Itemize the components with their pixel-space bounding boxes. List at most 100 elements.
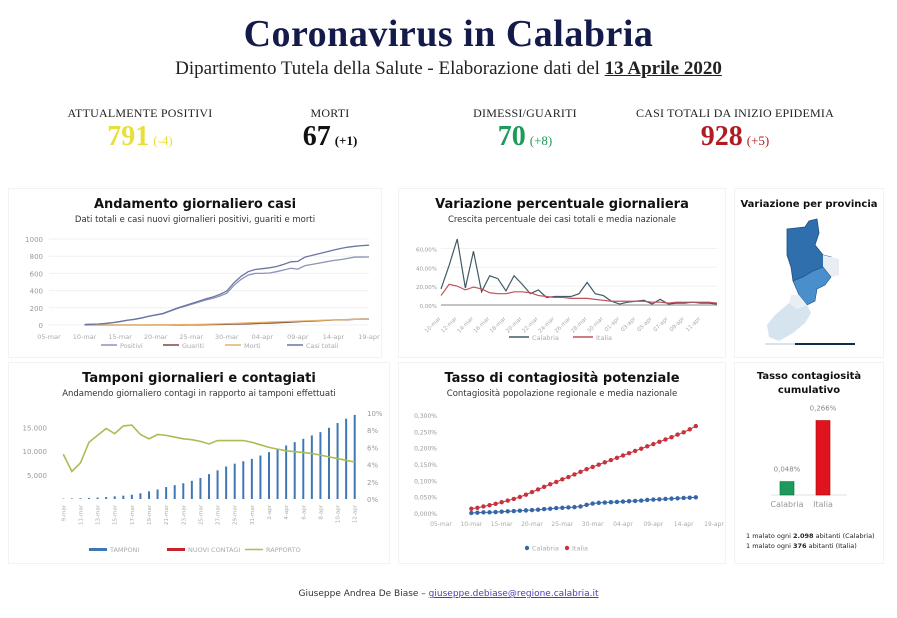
- point-calabria: [693, 495, 698, 500]
- map-title: Variazione per provincia: [740, 199, 878, 210]
- bar-tamponi: [328, 427, 330, 499]
- y-right-tick-label: 0%: [367, 496, 378, 504]
- x-tick-label: 15-mar: [491, 521, 513, 528]
- y-tick-label: 40,00%: [416, 266, 437, 272]
- x-tick-label: 09-apr: [643, 521, 663, 528]
- point-calabria: [523, 508, 529, 513]
- point-calabria: [687, 495, 692, 500]
- province-vibo: [789, 295, 807, 309]
- chart-title: Andamento giornaliero casi: [93, 197, 297, 212]
- x-tick-label: 10-mar: [73, 333, 97, 341]
- y-tick-label: 0,200%: [414, 446, 437, 453]
- x-tick-label: 03-apr: [620, 316, 638, 334]
- legend-label: Morti: [244, 342, 261, 350]
- note-calabria: 1 malato ogni 2.098 abitanti (Calabria): [746, 532, 875, 540]
- x-tick-label: 19-apr: [704, 521, 724, 528]
- page-title: Coronavirus in Calabria: [243, 13, 654, 55]
- y-left-tick-label: 15.000: [23, 424, 48, 432]
- bar-tamponi: [242, 461, 245, 499]
- kpi-value: 67: [302, 121, 331, 152]
- panel-tasso-contagiosita: Tasso di contagiosità potenziale Contagi…: [398, 362, 726, 564]
- calabria-map: [765, 218, 855, 345]
- point-calabria: [681, 495, 686, 501]
- bar-tamponi: [130, 494, 133, 499]
- x-tick-label: 20-mar: [144, 333, 168, 341]
- point-italia: [499, 500, 504, 505]
- series-line-italia: [440, 283, 718, 304]
- y-tick-label: 0: [39, 322, 43, 330]
- legend-label: Calabria: [532, 334, 559, 342]
- point-italia: [481, 504, 486, 509]
- kpi-label: ATTUALMENTE POSITIVI: [67, 106, 213, 120]
- x-tick-label: 22-mar: [521, 316, 540, 335]
- x-tick-label: Italia: [813, 500, 833, 509]
- note-prefix: 1 malato ogni: [746, 532, 793, 540]
- point-italia: [517, 494, 523, 500]
- chart-title: Tasso di contagiosità potenziale: [444, 371, 680, 386]
- point-calabria: [669, 496, 674, 501]
- province-reggio: [767, 303, 811, 341]
- bar-tamponi: [225, 466, 228, 499]
- x-tick-label: 13-mar: [96, 504, 102, 525]
- point-calabria: [511, 508, 516, 514]
- point-calabria: [535, 507, 541, 512]
- bar-tamponi: [259, 455, 262, 499]
- bar-calabria: [779, 481, 795, 496]
- point-italia: [578, 469, 583, 475]
- point-calabria: [639, 498, 644, 503]
- point-italia: [535, 487, 541, 492]
- x-tick-label: 4-apr: [284, 504, 290, 519]
- point-calabria: [481, 510, 486, 515]
- kpi-casi-totali: CASI TOTALI DA INIZIO EPIDEMIA 928 (+5): [630, 106, 840, 153]
- kpi-label: CASI TOTALI DA INIZIO EPIDEMIA: [636, 106, 834, 120]
- kpi-delta: (-4): [153, 133, 173, 148]
- x-tick-label: 12-apr: [353, 504, 359, 523]
- point-calabria: [578, 504, 583, 509]
- point-calabria: [608, 500, 614, 505]
- cumulativo-chart: 0,048% Calabria 0,266% Italia: [770, 405, 847, 509]
- point-calabria: [590, 501, 595, 506]
- footer-email-link[interactable]: giuseppe.debiase@regione.calabria.it: [428, 589, 599, 599]
- legend-swatch: [167, 548, 185, 551]
- province-catanzaro: [792, 266, 832, 306]
- x-tick-label: 28-mar: [570, 316, 589, 335]
- point-italia: [487, 502, 492, 508]
- panel-tamponi: Tamponi giornalieri e contagiati Andamen…: [8, 362, 390, 564]
- bar-tamponi: [293, 442, 296, 499]
- point-italia: [626, 451, 632, 456]
- page-subtitle: Dipartimento Tutela della Salute - Elabo…: [0, 58, 897, 80]
- x-tick-label: 11-apr: [685, 316, 703, 334]
- legend-label: NUOVI CONTAGI: [188, 546, 240, 554]
- bar-tamponi: [233, 463, 236, 499]
- x-tick-label: Calabria: [770, 500, 803, 509]
- x-tick-label: 31-mar: [250, 504, 256, 525]
- bar-tamponi: [156, 489, 159, 499]
- x-tick-label: 01-apr: [604, 316, 622, 334]
- y-tick-label: 0,100%: [414, 478, 437, 485]
- bar-tamponi: [96, 497, 99, 499]
- note-suffix: abitanti (Calabria): [813, 532, 875, 540]
- x-tick-label: 8-apr: [318, 504, 324, 519]
- bar-italia: [815, 420, 831, 496]
- bar-tamponi: [182, 483, 185, 499]
- bar-tamponi: [302, 438, 305, 499]
- point-italia: [584, 467, 589, 472]
- x-tick-label: 2-apr: [267, 504, 273, 519]
- legend-label: Calabria: [532, 545, 559, 553]
- series-line-calabria: [440, 238, 718, 305]
- y-right-tick-label: 8%: [367, 427, 378, 435]
- kpi-delta: (+5): [746, 133, 770, 148]
- y-tick-label: 0,300%: [414, 413, 437, 420]
- x-tick-label: 04-apr: [252, 333, 274, 341]
- series-line-morti: [84, 318, 370, 326]
- y-tick-label: 0,150%: [414, 462, 437, 469]
- point-italia: [493, 501, 498, 507]
- andamento-chart: 0 200 400 600 800 1000 05-mar 10-mar 15-mar 20-ma…: [25, 236, 380, 350]
- point-calabria: [626, 499, 632, 504]
- bar-tamponi: [165, 487, 168, 499]
- y-tick-label: 1000: [25, 236, 43, 244]
- x-tick-label: 14-apr: [674, 521, 694, 528]
- point-calabria: [663, 496, 668, 502]
- bar-tamponi: [268, 452, 270, 499]
- kpi-value: 928: [700, 121, 743, 152]
